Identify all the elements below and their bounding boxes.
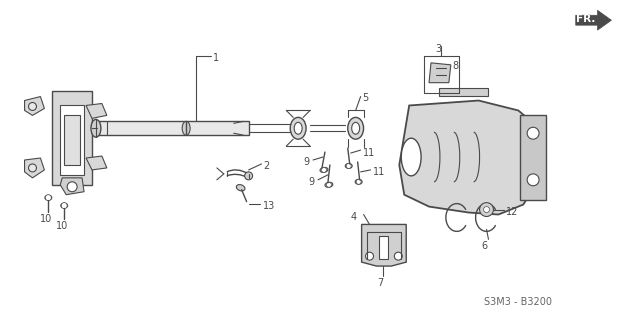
- Text: 10: 10: [41, 213, 53, 224]
- Circle shape: [366, 252, 373, 260]
- Polygon shape: [60, 106, 84, 175]
- Ellipse shape: [355, 179, 362, 184]
- Text: 6: 6: [481, 241, 488, 251]
- Circle shape: [394, 252, 402, 260]
- Polygon shape: [521, 116, 546, 200]
- Polygon shape: [380, 236, 389, 259]
- Circle shape: [46, 195, 51, 201]
- Text: 7: 7: [377, 278, 384, 288]
- Text: 5: 5: [363, 92, 369, 103]
- Circle shape: [527, 127, 539, 139]
- Polygon shape: [399, 100, 538, 214]
- Ellipse shape: [45, 195, 52, 200]
- Text: 3: 3: [435, 44, 441, 54]
- Polygon shape: [439, 88, 489, 96]
- Text: 13: 13: [262, 201, 275, 211]
- Ellipse shape: [352, 122, 359, 134]
- Ellipse shape: [294, 122, 302, 134]
- Circle shape: [67, 182, 77, 192]
- Ellipse shape: [91, 119, 101, 137]
- Text: 9: 9: [303, 157, 309, 167]
- Circle shape: [484, 207, 489, 212]
- Polygon shape: [86, 156, 107, 170]
- Ellipse shape: [346, 164, 353, 168]
- Text: 11: 11: [373, 167, 385, 177]
- Polygon shape: [25, 97, 44, 116]
- Ellipse shape: [290, 117, 306, 139]
- Text: 9: 9: [308, 177, 314, 187]
- Ellipse shape: [347, 117, 363, 139]
- Circle shape: [327, 182, 332, 187]
- Polygon shape: [429, 63, 451, 83]
- Text: FR.: FR.: [576, 14, 595, 24]
- Polygon shape: [86, 103, 107, 118]
- Circle shape: [527, 174, 539, 186]
- Text: FR.: FR.: [576, 14, 595, 24]
- Text: S3M3 - B3200: S3M3 - B3200: [484, 297, 552, 307]
- Circle shape: [321, 167, 327, 172]
- Circle shape: [29, 102, 37, 110]
- Ellipse shape: [236, 185, 245, 191]
- Ellipse shape: [182, 121, 190, 135]
- Text: 11: 11: [363, 148, 375, 158]
- Circle shape: [245, 172, 252, 180]
- Circle shape: [61, 203, 67, 209]
- Text: 2: 2: [264, 161, 269, 171]
- Text: 12: 12: [507, 207, 519, 217]
- Circle shape: [346, 164, 351, 168]
- Polygon shape: [53, 91, 92, 185]
- Polygon shape: [97, 121, 249, 135]
- Text: 4: 4: [351, 212, 357, 221]
- Ellipse shape: [320, 167, 328, 172]
- Polygon shape: [25, 158, 44, 178]
- Text: 10: 10: [56, 221, 68, 231]
- Circle shape: [356, 179, 361, 184]
- Circle shape: [29, 164, 37, 172]
- Ellipse shape: [401, 138, 421, 176]
- Text: 8: 8: [453, 61, 459, 71]
- Text: 1: 1: [213, 53, 219, 63]
- Polygon shape: [576, 10, 611, 30]
- Polygon shape: [64, 116, 80, 165]
- Polygon shape: [60, 178, 84, 195]
- Polygon shape: [361, 224, 406, 266]
- Ellipse shape: [61, 203, 68, 208]
- Ellipse shape: [325, 182, 333, 187]
- Circle shape: [479, 203, 493, 217]
